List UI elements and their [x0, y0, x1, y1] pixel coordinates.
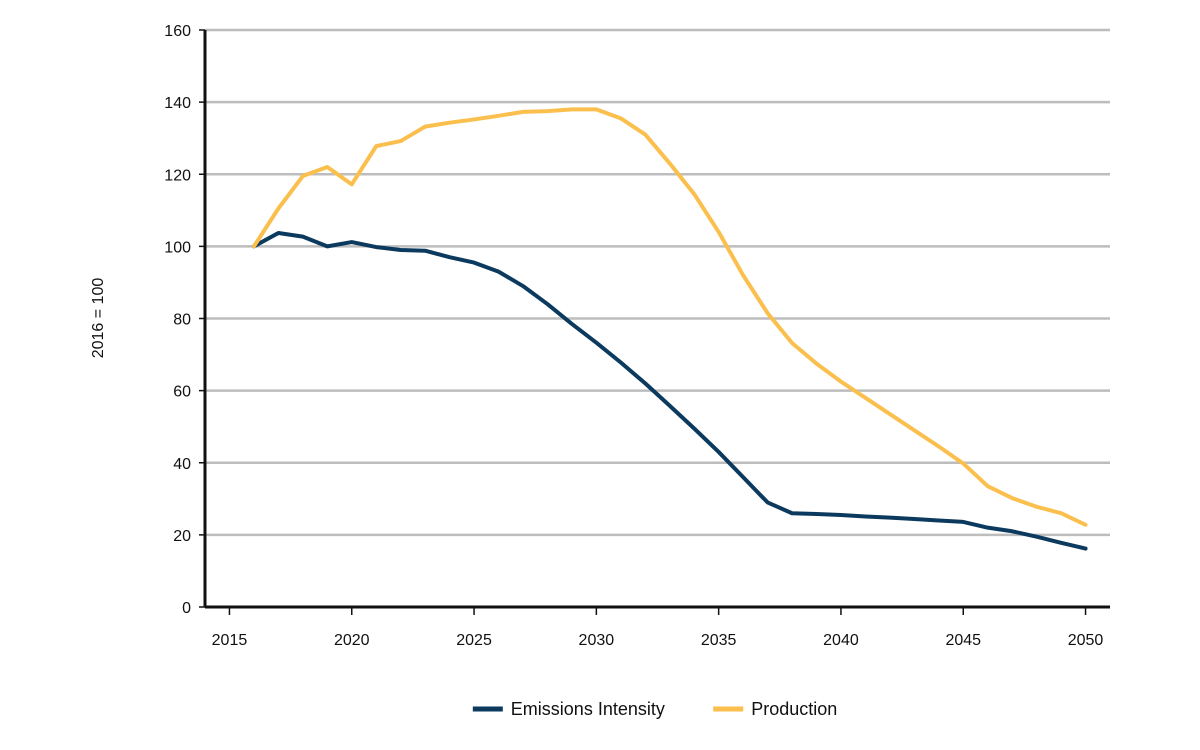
- y-tick-label-100: 100: [164, 239, 191, 256]
- y-tick-label-120: 120: [164, 167, 191, 184]
- x-tick-label-2040: 2040: [823, 632, 859, 649]
- legend: Emissions Intensity Production: [472, 699, 837, 719]
- series-line-emissions-intensity: [251, 231, 1088, 551]
- x-tick-labels: 2015 2020 2025 2030 2035 2040 2045 2050: [212, 632, 1104, 649]
- axes: [199, 29, 1110, 615]
- gridlines: [205, 28, 1110, 537]
- legend-label-production: Production: [751, 699, 837, 719]
- x-tick-label-2020: 2020: [334, 632, 370, 649]
- x-tick-label-2035: 2035: [701, 632, 737, 649]
- y-tick-label-140: 140: [164, 95, 191, 112]
- y-tick-label-60: 60: [173, 384, 191, 401]
- y-tick-label-40: 40: [173, 456, 191, 473]
- y-tick-label-160: 160: [164, 23, 191, 40]
- x-tick-label-2015: 2015: [212, 632, 248, 649]
- y-tick-label-20: 20: [173, 528, 191, 545]
- y-tick-label-80: 80: [173, 312, 191, 329]
- x-tick-label-2045: 2045: [945, 632, 981, 649]
- y-tick-labels: 0 20 40 60 80 100 120 140 160: [164, 23, 191, 617]
- legend-label-emissions-intensity: Emissions Intensity: [511, 699, 665, 719]
- x-tick-label-2025: 2025: [456, 632, 492, 649]
- x-tick-label-2050: 2050: [1068, 632, 1104, 649]
- series-line-production: [251, 107, 1088, 527]
- x-tick-label-2030: 2030: [579, 632, 615, 649]
- y-tick-label-0: 0: [182, 600, 191, 617]
- y-axis-title: 2016 = 100: [90, 278, 107, 359]
- series-lines: [251, 107, 1088, 551]
